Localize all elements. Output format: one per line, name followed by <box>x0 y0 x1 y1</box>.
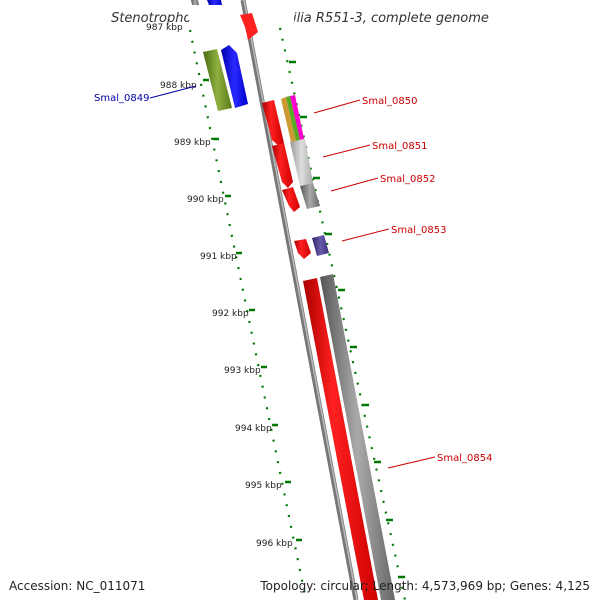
gene-feature-smal-0849[interactable] <box>221 45 248 108</box>
gene-feature-red-long[interactable] <box>303 278 378 600</box>
gene-label-smal-0851[interactable]: Smal_0851 <box>372 141 427 152</box>
inner-major-ticks <box>203 78 302 542</box>
gene-feature-red-0853[interactable] <box>294 239 311 259</box>
gene-feature-olive[interactable] <box>203 49 232 111</box>
gene-feature-smal-0851[interactable] <box>290 139 313 186</box>
inner-tick-track <box>188 29 308 600</box>
accession-text: Accession: NC_011071 <box>9 579 146 593</box>
label-leaders <box>149 85 436 469</box>
gene-label-smal-0853[interactable]: Smal_0853 <box>391 225 446 236</box>
tick-label: 990 kbp <box>187 195 224 205</box>
gene-label-smal-0849[interactable]: Smal_0849 <box>94 93 149 104</box>
tick-label: 996 kbp <box>256 539 293 549</box>
gene-feature-magenta-stripe[interactable] <box>290 95 304 140</box>
backbone-line <box>240 0 359 600</box>
gene-feature-smal-0853[interactable] <box>312 235 329 256</box>
gene-feature-gray-top[interactable] <box>191 0 199 5</box>
gene-feature-smal-0854[interactable] <box>320 274 395 600</box>
tick-label: 991 kbp <box>200 252 237 262</box>
tick-label: 995 kbp <box>245 481 282 491</box>
tick-label: 989 kbp <box>174 138 211 148</box>
tick-labels: 987 kbp 988 kbp 989 kbp 990 kbp 991 kbp … <box>146 23 293 549</box>
gene-feature-red-top[interactable] <box>240 13 258 40</box>
genome-summary-text: Topology: circular; Length: 4,573,969 bp… <box>260 579 590 593</box>
gene-feature-blue-top[interactable] <box>207 0 222 5</box>
gene-feature-green-stripe[interactable] <box>286 96 300 141</box>
gene-feature-red-0850[interactable] <box>262 100 284 146</box>
tick-label: 988 kbp <box>160 81 197 91</box>
gene-feature-smal-0852[interactable] <box>300 183 320 209</box>
tick-label: 994 kbp <box>235 424 272 434</box>
tick-label: 993 kbp <box>224 366 261 376</box>
gene-label-smal-0852[interactable]: Smal_0852 <box>380 174 435 185</box>
gene-feature-red-0852[interactable] <box>282 187 300 212</box>
gene-label-smal-0854[interactable]: Smal_0854 <box>437 453 492 464</box>
gene-feature-red-0851[interactable] <box>272 143 293 188</box>
gene-label-smal-0850[interactable]: Smal_0850 <box>362 96 417 107</box>
gene-feature-smal-0850[interactable] <box>281 97 296 142</box>
backbone-highlight <box>243 0 358 600</box>
outer-major-ticks <box>289 60 405 579</box>
tick-label: 987 kbp <box>146 23 183 33</box>
tick-label: 992 kbp <box>212 309 249 319</box>
